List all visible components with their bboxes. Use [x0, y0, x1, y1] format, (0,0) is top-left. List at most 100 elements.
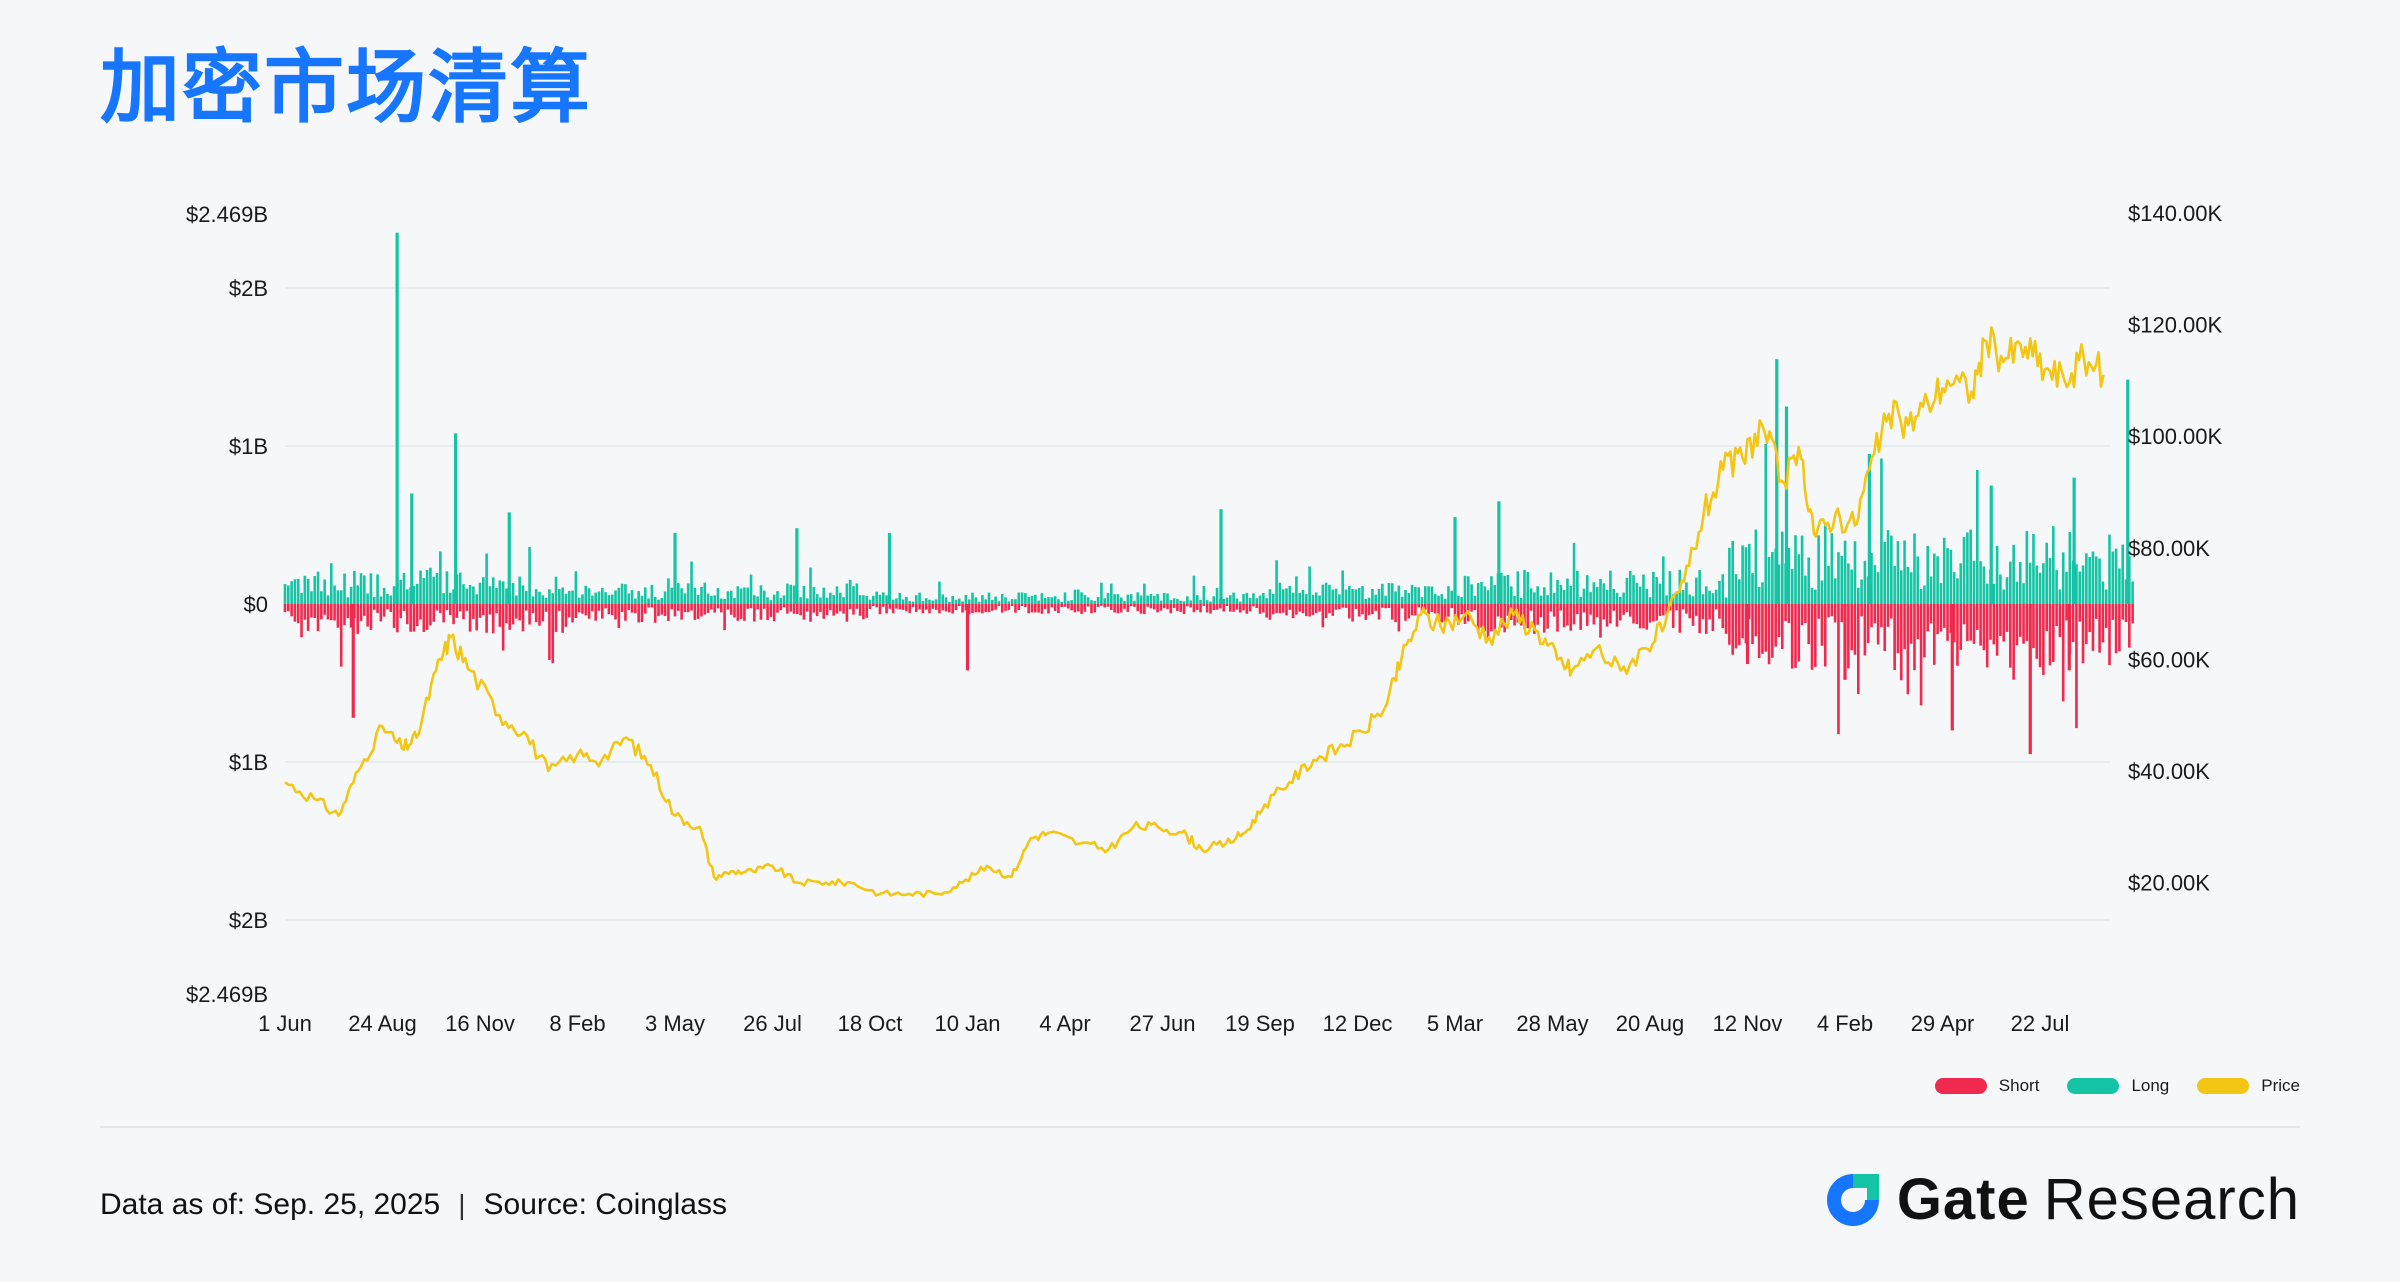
long-bar [1850, 569, 1853, 604]
short-bar [1033, 604, 1037, 613]
long-bar [296, 578, 300, 604]
long-bar [746, 587, 750, 604]
short-bar [680, 604, 683, 620]
long-bar [1576, 570, 1579, 604]
long-bar [1437, 595, 1440, 604]
short-bar [1556, 604, 1559, 632]
short-bar [1228, 604, 1232, 612]
short-bar [663, 604, 667, 617]
long-bar [1787, 548, 1791, 604]
long-bar [1622, 592, 1625, 604]
long-bar [1381, 583, 1384, 604]
legend-label-long: Long [2131, 1076, 2170, 1095]
long-bar [1407, 592, 1411, 604]
long-bar [2085, 553, 2088, 604]
long-bar [405, 589, 409, 604]
long-bar [2075, 564, 2078, 604]
long-bar [1143, 583, 1146, 604]
long-bar [766, 597, 769, 604]
short-bar [1777, 604, 1781, 638]
short-bar [895, 604, 898, 609]
short-bar [1807, 604, 1811, 645]
long-bar [1258, 595, 1262, 604]
short-bar [1671, 604, 1675, 628]
long-bar [809, 567, 812, 604]
short-bar [1738, 604, 1741, 646]
short-bar [1810, 604, 1814, 670]
short-bar [1612, 604, 1616, 611]
long-bar [918, 592, 921, 604]
long-bar [1424, 586, 1427, 604]
short-bar [753, 604, 756, 622]
short-bar [796, 604, 799, 614]
long-bar [412, 585, 416, 604]
short-bar [1708, 604, 1711, 620]
short-bar [2071, 604, 2075, 642]
short-bar [957, 604, 961, 607]
short-bar [1314, 604, 1318, 614]
short-bar [2128, 604, 2131, 648]
short-bar [1222, 604, 1225, 612]
x-axis-tick-label: 19 Sep [1225, 1011, 1295, 1036]
long-bar [1671, 594, 1675, 604]
x-axis-tick-label: 20 Aug [1616, 1011, 1685, 1036]
long-bar [1929, 576, 1933, 604]
short-bar [1265, 604, 1268, 618]
short-bar [829, 604, 832, 611]
short-bar [700, 604, 703, 617]
long-bar [1318, 595, 1321, 604]
short-bar [422, 604, 426, 632]
long-bar [941, 594, 945, 604]
long-bar [511, 583, 515, 604]
short-bar [2035, 604, 2039, 659]
long-bar [1605, 589, 1609, 604]
x-axis-tick-label: 10 Jan [934, 1011, 1000, 1036]
long-bar [584, 585, 588, 604]
short-bar [766, 604, 769, 620]
short-bar [1767, 604, 1771, 665]
short-bar [498, 604, 502, 627]
long-bar [1463, 575, 1467, 604]
long-bar [1162, 593, 1166, 604]
long-bar [1718, 580, 1721, 604]
long-bar [1552, 592, 1556, 604]
short-bar [1433, 604, 1437, 614]
short-bar [396, 604, 399, 633]
long-bar [1110, 583, 1113, 604]
long-bar [1443, 598, 1447, 604]
legend-swatch-price [2197, 1078, 2250, 1094]
short-bar [2002, 604, 2006, 642]
short-bar [287, 604, 290, 612]
long-bar [1037, 600, 1040, 604]
long-bar [1767, 557, 1771, 604]
short-bar [1916, 604, 1920, 640]
short-bar [1030, 604, 1034, 613]
page-title: 加密市场清算 [100, 41, 592, 134]
short-bar [872, 604, 875, 607]
long-bar [1248, 597, 1252, 604]
long-bar [1440, 594, 1444, 604]
long-bar [1384, 595, 1387, 604]
long-bar [653, 596, 657, 604]
long-bar [1830, 533, 1834, 604]
short-bar [799, 604, 802, 616]
long-bar [1685, 582, 1688, 604]
short-bar [283, 604, 287, 613]
short-bar [300, 604, 303, 638]
long-bar [1457, 595, 1460, 604]
short-bar [1731, 604, 1734, 655]
long-bar [1919, 588, 1923, 604]
long-bar [1116, 594, 1120, 604]
long-bar [343, 573, 346, 604]
short-bar [2055, 604, 2058, 627]
long-bar [1648, 597, 1652, 604]
short-bar [2075, 604, 2078, 729]
long-bar [415, 583, 419, 604]
long-bar [1271, 594, 1275, 604]
short-bar [1840, 604, 1844, 623]
short-bar [1186, 604, 1189, 607]
short-bar [1407, 604, 1411, 619]
short-bar [1275, 604, 1278, 613]
long-bar [1638, 586, 1642, 604]
short-bar [769, 604, 773, 617]
